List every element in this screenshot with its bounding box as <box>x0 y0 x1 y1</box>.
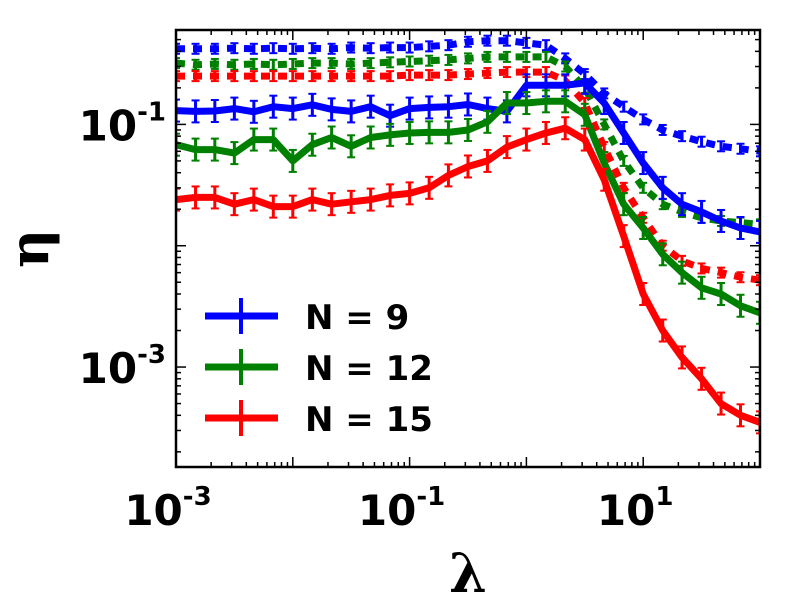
legend-entry-n15: N = 15 <box>205 400 433 440</box>
y-axis-label: η <box>0 229 61 268</box>
series-1 <box>176 89 760 325</box>
axis-ticks: 10-3 10-1 101 10-3 10-1 <box>79 29 761 535</box>
series-3 <box>176 34 760 158</box>
legend-entry-n9: N = 9 <box>205 298 409 338</box>
x-axis-label: λ <box>449 541 487 600</box>
legend-label-n12: N = 12 <box>305 349 433 389</box>
x-tick-label: 101 <box>597 482 674 535</box>
legend: N = 9 N = 12 N = 15 <box>205 298 433 440</box>
x-tick-label: 10-3 <box>124 482 211 535</box>
legend-label-n15: N = 15 <box>305 400 433 440</box>
legend-label-n9: N = 9 <box>305 298 409 338</box>
y-tick-label: 10-3 <box>79 340 166 393</box>
series-0 <box>176 70 760 244</box>
x-tick-label: 10-1 <box>358 482 445 535</box>
series-group <box>176 34 760 435</box>
legend-entry-n12: N = 12 <box>205 349 433 389</box>
series-2 <box>176 116 760 435</box>
y-tick-label: 10-1 <box>79 97 166 150</box>
plot-frame <box>174 28 762 469</box>
